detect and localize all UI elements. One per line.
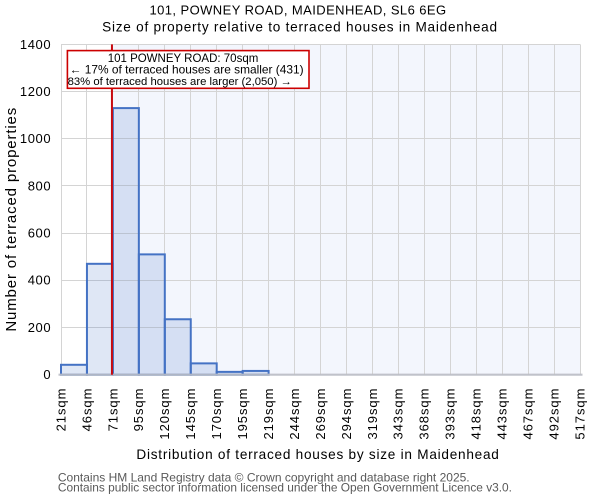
svg-text:Distribution of terraced house: Distribution of terraced houses by size … <box>136 447 499 462</box>
svg-text:Number of terraced properties: Number of terraced properties <box>3 107 20 332</box>
svg-text:368sqm: 368sqm <box>417 388 432 440</box>
svg-text:443sqm: 443sqm <box>495 388 510 440</box>
svg-text:95sqm: 95sqm <box>131 388 146 432</box>
svg-text:418sqm: 418sqm <box>469 388 484 440</box>
svg-text:1000: 1000 <box>20 131 51 146</box>
svg-text:467sqm: 467sqm <box>521 388 536 440</box>
svg-text:244sqm: 244sqm <box>287 388 302 440</box>
svg-text:492sqm: 492sqm <box>546 388 561 440</box>
svg-text:319sqm: 319sqm <box>365 388 380 440</box>
svg-text:101, POWNEY ROAD, MAIDENHEAD,: 101, POWNEY ROAD, MAIDENHEAD, SL6 6EG <box>149 2 446 17</box>
svg-text:800: 800 <box>28 178 52 193</box>
svg-text:Contains HM Land Registry data: Contains HM Land Registry data © Crown c… <box>58 471 470 485</box>
svg-text:0: 0 <box>43 367 51 382</box>
svg-text:269sqm: 269sqm <box>313 388 328 440</box>
svg-text:1400: 1400 <box>20 37 51 52</box>
svg-text:219sqm: 219sqm <box>261 388 276 440</box>
svg-text:46sqm: 46sqm <box>79 388 94 432</box>
svg-text:517sqm: 517sqm <box>572 388 587 440</box>
svg-text:400: 400 <box>28 273 52 288</box>
svg-text:294sqm: 294sqm <box>339 388 354 440</box>
svg-text:101 POWNEY ROAD: 70sqm: 101 POWNEY ROAD: 70sqm <box>108 53 259 65</box>
svg-text:200: 200 <box>28 320 52 335</box>
svg-text:83% of terraced houses are lar: 83% of terraced houses are larger (2,050… <box>68 76 292 88</box>
svg-text:343sqm: 343sqm <box>391 388 406 440</box>
svg-text:600: 600 <box>28 226 52 241</box>
svg-text:120sqm: 120sqm <box>157 388 172 440</box>
svg-text:21sqm: 21sqm <box>53 388 68 432</box>
svg-text:71sqm: 71sqm <box>105 388 120 432</box>
svg-text:145sqm: 145sqm <box>183 388 198 440</box>
svg-text:1200: 1200 <box>20 84 51 99</box>
svg-text:← 17% of terraced houses are s: ← 17% of terraced houses are smaller (43… <box>70 63 304 77</box>
svg-text:Size of property relative to t: Size of property relative to terraced ho… <box>102 19 498 34</box>
svg-text:393sqm: 393sqm <box>443 388 458 440</box>
svg-text:170sqm: 170sqm <box>209 388 224 440</box>
svg-text:Contains public sector informa: Contains public sector information licen… <box>58 480 512 494</box>
svg-text:195sqm: 195sqm <box>235 388 250 440</box>
